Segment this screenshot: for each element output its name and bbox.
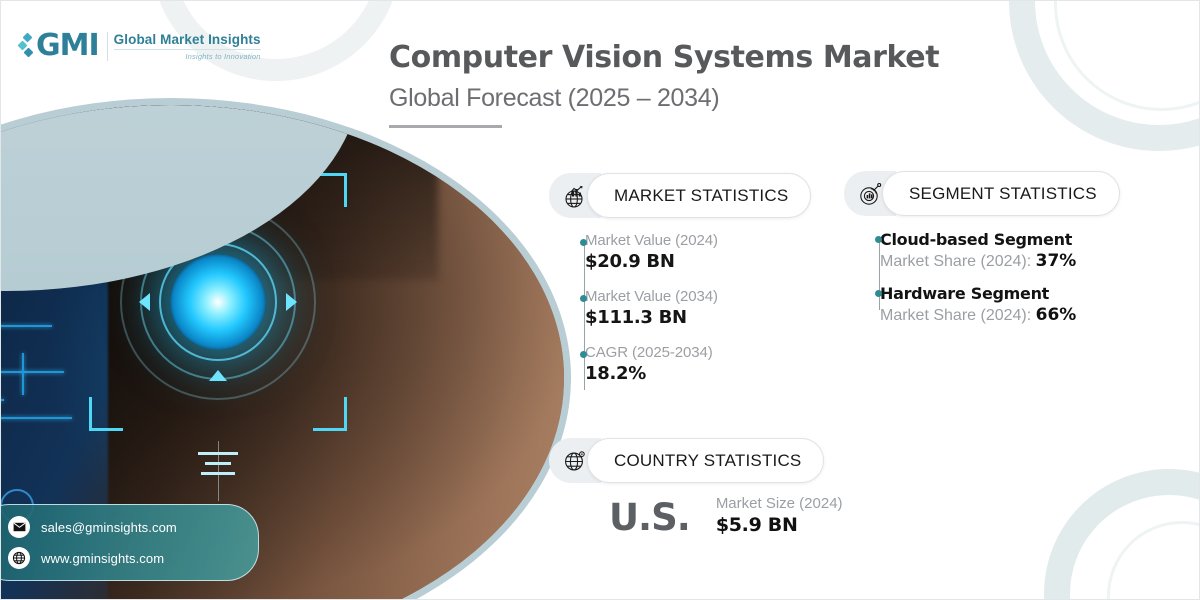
- segment-statistics-pill: SEGMENT STATISTICS: [882, 171, 1120, 216]
- market-statistics-pill: MARKET STATISTICS: [587, 173, 812, 218]
- brand-logo[interactable]: GMI Global Market Insights Insights to I…: [17, 28, 261, 63]
- market-statistics-heading: MARKET STATISTICS: [614, 185, 789, 205]
- market-stat-label: Market Value (2024): [585, 232, 718, 249]
- logo-wordmark: Global Market Insights Insights to Innov…: [106, 31, 261, 61]
- segment-statistics-heading: SEGMENT STATISTICS: [909, 183, 1097, 203]
- segment-row-2: Hardware Segment Market Share (2024): 66…: [875, 284, 1120, 325]
- segment-share: Market Share (2024): 37%: [880, 251, 1120, 271]
- segment-share: Market Share (2024): 66%: [880, 305, 1120, 325]
- segment-share-label: Market Share (2024):: [880, 253, 1036, 270]
- market-stat-label: CAGR (2025-2034): [585, 344, 713, 361]
- segment-row-1: Cloud-based Segment Market Share (2024):…: [875, 230, 1120, 271]
- page-header: Computer Vision Systems Market Global Fo…: [389, 39, 940, 128]
- market-stat-value: $111.3 BN: [585, 307, 687, 328]
- panel-segment-statistics: SEGMENT STATISTICS Cloud-based Segment M…: [844, 171, 1120, 338]
- page-title: Computer Vision Systems Market: [389, 40, 940, 75]
- market-statistics-list: Market Value (2024) $20.9 BN Market Valu…: [549, 232, 811, 390]
- logo-mark: GMI: [17, 28, 100, 63]
- market-stat-value: 18.2%: [585, 363, 646, 384]
- country-metric-value: $5.9 BN: [715, 514, 798, 536]
- logo-tagline: Insights to Innovation: [185, 51, 261, 61]
- globe-icon: [8, 547, 30, 569]
- segment-name: Cloud-based Segment: [880, 230, 1073, 249]
- contact-bar: sales@gminsights.com www.gminsights.com: [1, 504, 259, 581]
- market-stat-label: Market Value (2034): [585, 288, 718, 305]
- bullet-dot: [875, 236, 882, 243]
- page-subtitle: Global Forecast (2025 – 2034): [389, 83, 720, 112]
- country-metric-label: Market Size (2024): [715, 495, 843, 512]
- bullet-dot: [580, 295, 587, 302]
- market-stat-row-2: Market Value (2034) $111.3 BN: [580, 288, 811, 328]
- logo-initials: GMI: [36, 28, 100, 63]
- segment-share-value: 66%: [1035, 305, 1077, 325]
- market-stat-row-1: Market Value (2024) $20.9 BN: [580, 232, 811, 272]
- segment-share-value: 37%: [1035, 251, 1077, 271]
- segment-share-label: Market Share (2024):: [880, 307, 1036, 324]
- panel-country-statistics: COUNTRY STATISTICS U.S. Market Size (202…: [549, 438, 843, 536]
- decorative-arc-top-right-inner: [1054, 1, 1199, 111]
- panel-market-statistics: MARKET STATISTICS Market Value (2024) $2…: [549, 173, 812, 400]
- logo-company-name: Global Market Insights: [113, 31, 261, 47]
- country-statistics-body: U.S. Market Size (2024) $5.9 BN: [549, 495, 843, 536]
- contact-website-row[interactable]: www.gminsights.com: [8, 547, 244, 569]
- market-connector-line: [584, 242, 585, 390]
- envelope-icon: [8, 516, 30, 538]
- market-stat-value: $20.9 BN: [585, 251, 675, 272]
- country-statistics-badge: COUNTRY STATISTICS: [549, 438, 825, 483]
- logo-divider: [113, 48, 261, 50]
- contact-website[interactable]: www.gminsights.com: [41, 550, 165, 566]
- bullet-dot: [875, 290, 882, 297]
- contact-email[interactable]: sales@gminsights.com: [41, 519, 177, 535]
- country-statistics-heading: COUNTRY STATISTICS: [614, 450, 802, 470]
- contact-email-row[interactable]: sales@gminsights.com: [8, 516, 244, 538]
- decorative-arc-bottom-right-inner: [1107, 521, 1199, 599]
- segment-statistics-list: Cloud-based Segment Market Share (2024):…: [844, 230, 1120, 325]
- header-underline: [389, 124, 502, 128]
- bullet-dot: [580, 351, 587, 358]
- market-stat-row-3: CAGR (2025-2034) 18.2%: [580, 344, 811, 384]
- country-metric: Market Size (2024) $5.9 BN: [716, 495, 843, 536]
- segment-name: Hardware Segment: [880, 284, 1050, 303]
- diamond-icon: [17, 31, 34, 61]
- bullet-dot: [580, 239, 587, 246]
- hero-eye-reticle: ACCOUNT SCANNING: [81, 110, 348, 501]
- market-statistics-badge: MARKET STATISTICS: [549, 173, 812, 218]
- country-code: U.S.: [609, 496, 691, 539]
- country-statistics-pill: COUNTRY STATISTICS: [587, 438, 825, 483]
- decorative-arc-top-right-outer: [1009, 1, 1199, 151]
- segment-connector-line: [879, 238, 880, 310]
- segment-statistics-badge: SEGMENT STATISTICS: [844, 171, 1120, 216]
- decorative-arc-bottom-right-outer: [1044, 469, 1199, 599]
